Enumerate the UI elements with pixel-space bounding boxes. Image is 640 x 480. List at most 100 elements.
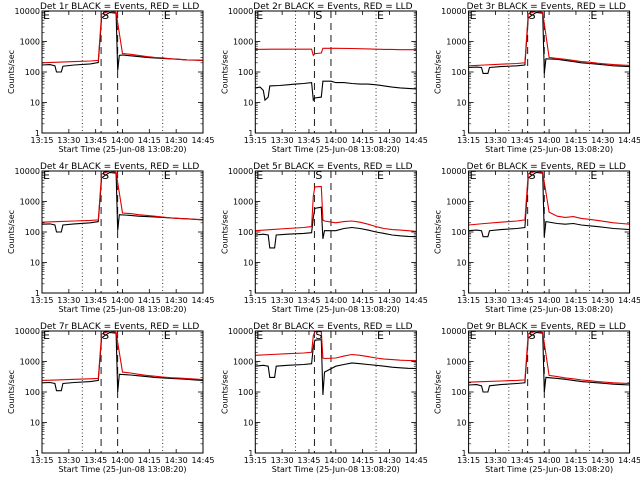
y-axis-label: Counts/sec [220,370,229,414]
event-marker-label: S [102,9,109,22]
plot-frame [254,10,417,134]
x-axis-label: Start Time (25-Jun-08 13:08:20) [59,145,187,154]
y-axis-label: Counts/sec [434,370,443,414]
x-tick-label: 14:30 [165,456,188,465]
x-tick-label: 14:00 [111,136,134,145]
y-axis-label: Counts/sec [7,210,16,254]
x-tick-label: 14:45 [191,456,214,465]
y-tick-label: 1 [35,129,40,138]
x-tick-label: 14:30 [378,136,401,145]
x-tick-label: 13:15 [244,136,267,145]
y-tick-label: 1 [35,289,40,298]
y-axis-label: Counts/sec [7,370,16,414]
x-axis-label: Start Time (25-Jun-08 13:08:20) [272,305,400,314]
y-tick-label: 100 [451,388,466,397]
panel-title: Det 9r BLACK = Events, RED = LLD [467,322,626,332]
event-marker-label: S [102,169,109,182]
event-marker-label: E [470,329,477,342]
event-marker-label: E [590,169,597,182]
y-tick-label: 10000 [441,327,466,336]
series-line-events [255,339,417,396]
event-marker-label: E [164,169,171,182]
x-tick-label: 13:45 [297,456,320,465]
x-axis-label: Start Time (25-Jun-08 13:08:20) [272,145,400,154]
event-marker-label: E [43,9,50,22]
x-tick-label: 14:30 [591,456,614,465]
x-tick-label: 13:45 [297,296,320,305]
event-marker-label: E [470,169,477,182]
x-tick-label: 14:45 [405,296,428,305]
x-tick-label: 14:00 [111,296,134,305]
x-tick-label: 14:00 [111,456,134,465]
event-marker-label: E [256,9,263,22]
series-line-events [468,171,630,238]
x-tick-label: 14:30 [165,296,188,305]
panel-title: Det 5r BLACK = Events, RED = LLD [253,162,412,172]
x-axis-label: Start Time (25-Jun-08 13:08:20) [485,305,613,314]
event-marker-label: E [164,9,171,22]
series-line-lld [468,331,630,385]
y-axis-label: Counts/sec [434,210,443,254]
event-marker-label: E [470,9,477,22]
event-marker-label: E [590,329,597,342]
event-marker-label: E [377,329,384,342]
y-tick-label: 1 [248,449,253,458]
x-tick-label: 13:45 [511,136,534,145]
y-tick-label: 1000 [20,198,40,207]
x-tick-label: 14:45 [191,136,214,145]
x-tick-label: 14:15 [138,456,161,465]
y-axis-label: Counts/sec [434,50,443,94]
y-tick-label: 10000 [441,7,466,16]
x-tick-label: 13:15 [30,296,53,305]
event-marker-label: S [315,9,322,22]
y-tick-label: 1000 [446,38,466,47]
panel-title: Det 3r BLACK = Events, RED = LLD [467,2,626,12]
x-tick-label: 14:15 [564,456,587,465]
y-tick-label: 100 [238,68,253,77]
y-tick-label: 100 [25,388,40,397]
series-line-events [255,206,417,249]
y-tick-label: 10 [243,99,253,108]
event-marker-label: E [256,329,263,342]
x-tick-label: 14:15 [351,296,374,305]
y-tick-label: 10000 [15,7,40,16]
y-tick-label: 1 [248,289,253,298]
y-tick-label: 10000 [441,167,466,176]
x-tick-label: 14:30 [591,296,614,305]
y-tick-label: 1 [462,289,467,298]
y-axis-label: Counts/sec [220,210,229,254]
x-tick-label: 14:15 [351,456,374,465]
event-marker-label: E [590,9,597,22]
x-tick-label: 13:45 [297,136,320,145]
x-tick-label: 13:30 [57,296,80,305]
x-tick-label: 13:15 [30,456,53,465]
x-tick-label: 13:30 [271,136,294,145]
y-tick-label: 10 [243,419,253,428]
series-line-lld [255,47,417,57]
panel-title: Det 2r BLACK = Events, RED = LLD [253,2,412,12]
y-tick-label: 100 [238,228,253,237]
plot-frame [254,170,417,294]
y-tick-label: 10 [243,259,253,268]
x-axis-label: Start Time (25-Jun-08 13:08:20) [272,465,400,474]
plot-frame [41,330,204,454]
panel-title: Det 4r BLACK = Events, RED = LLD [40,162,199,172]
series-line-lld [468,11,630,67]
x-tick-label: 13:15 [457,456,480,465]
x-tick-label: 14:00 [538,136,561,145]
y-tick-label: 1000 [233,358,253,367]
x-axis-label: Start Time (25-Jun-08 13:08:20) [59,305,187,314]
event-marker-label: E [43,329,50,342]
x-tick-label: 13:15 [457,136,480,145]
y-tick-label: 10 [30,99,40,108]
y-tick-label: 100 [25,228,40,237]
y-tick-label: 10000 [228,7,253,16]
panel-title: Det 8r BLACK = Events, RED = LLD [253,322,412,332]
x-tick-label: 13:45 [84,456,107,465]
x-tick-label: 13:45 [511,296,534,305]
series-line-events [42,171,203,233]
x-tick-label: 13:45 [84,136,107,145]
